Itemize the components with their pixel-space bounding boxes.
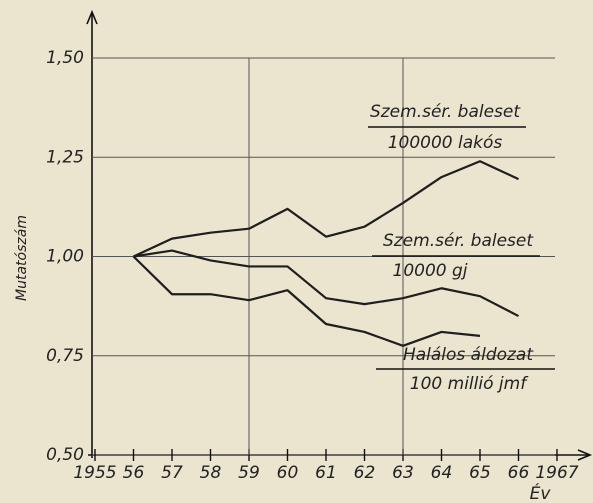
series-label: Halálos áldozat — [403, 345, 534, 365]
x-tick-label: 61 — [315, 463, 337, 483]
y-axis-label: Mutatószám — [14, 215, 30, 301]
x-axis-arrow — [577, 449, 593, 461]
x-tick-label: 60 — [277, 463, 299, 483]
series-label: Szem.sér. baleset — [383, 231, 534, 251]
line — [133, 249, 520, 318]
y-tick-label: 0,75 — [46, 346, 84, 366]
series-label: Szem.sér. baleset — [370, 102, 521, 122]
y-tick-label: 1,00 — [46, 247, 84, 267]
x-tick-label: 63 — [392, 463, 414, 483]
x-tick-label: 56 — [123, 463, 145, 483]
x-tick-label: 57 — [161, 463, 183, 483]
x-tick-label: 1955 — [73, 463, 116, 483]
y-tick-label: 1,25 — [46, 147, 84, 167]
series-label: 100 millió jmf — [410, 374, 529, 394]
x-tick-label: 1967 — [535, 463, 578, 483]
series-label: 10000 gj — [393, 261, 468, 281]
x-tick-label: 66 — [508, 463, 530, 483]
y-axis-arrow — [86, 9, 98, 25]
line — [133, 160, 519, 258]
line — [132, 255, 481, 347]
y-tick-label: 0,50 — [46, 445, 84, 465]
x-tick-label: 62 — [354, 463, 376, 483]
y-tick-label: 1,50 — [46, 48, 84, 68]
x-tick-label: 65 — [469, 463, 491, 483]
x-tick-label: 58 — [200, 463, 222, 483]
series-label: 100000 lakós — [388, 133, 503, 153]
x-tick-label: 59 — [238, 463, 260, 483]
x-tick-label: 64 — [431, 463, 453, 483]
x-axis-label: Év — [530, 482, 552, 503]
